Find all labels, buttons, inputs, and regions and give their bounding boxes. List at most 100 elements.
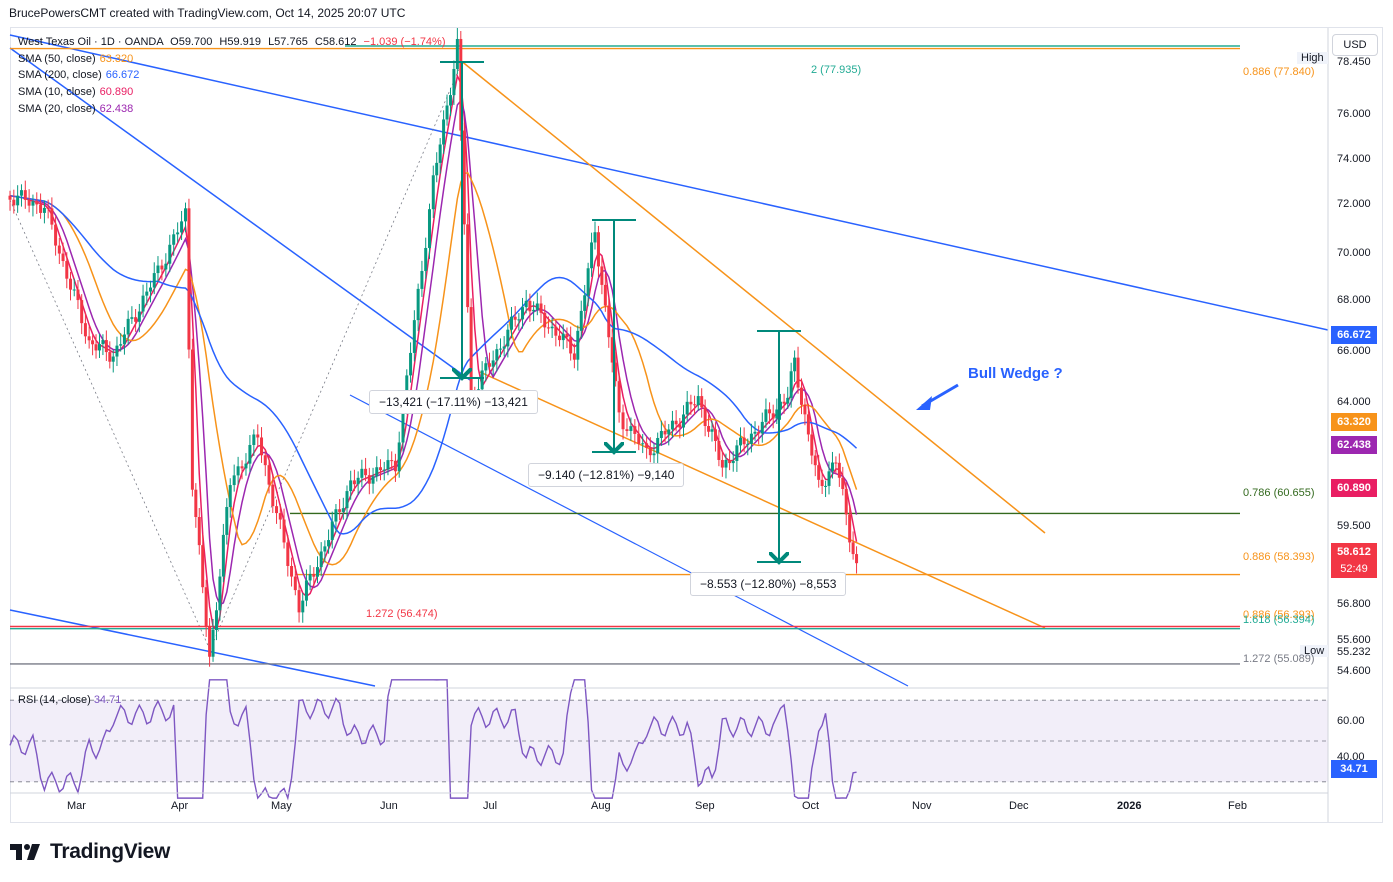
candle-body — [728, 459, 732, 464]
candle-body — [91, 340, 95, 345]
candle-body — [390, 460, 394, 462]
candle-body — [707, 426, 711, 432]
candle-body — [308, 573, 312, 581]
candle-body — [134, 317, 138, 322]
candle-body — [104, 340, 108, 353]
candle-body — [367, 475, 371, 484]
candle-body — [803, 404, 807, 415]
candle-body — [168, 244, 172, 264]
sma20-value: 62.438 — [99, 103, 134, 115]
sma10-legend[interactable]: SMA (10, close) 60.890 — [18, 84, 133, 100]
candle-body — [539, 303, 543, 313]
high-value: 78.450 — [1337, 56, 1371, 68]
candle-body — [455, 38, 459, 69]
candle-body — [145, 291, 149, 296]
candle-body — [528, 300, 532, 312]
countdown-tag: 52:49 — [1331, 560, 1377, 578]
candle-body — [97, 344, 101, 351]
candle-body — [23, 190, 27, 200]
sma50-label: SMA (50, close) — [18, 53, 96, 65]
candle-body — [793, 357, 797, 372]
candle-body — [122, 334, 126, 345]
candle-body — [338, 509, 342, 512]
candle-body — [108, 352, 112, 362]
sma50-price-tag: 63.320 — [1331, 413, 1377, 431]
candle-body — [149, 287, 153, 292]
sma20-label: SMA (20, close) — [18, 103, 96, 115]
x-tick-mar: Mar — [67, 800, 86, 812]
measure-label-2[interactable]: −9.140 (−12.81%) −9,140 — [528, 463, 685, 487]
candle-body — [431, 175, 435, 210]
candle-body — [445, 105, 449, 120]
candle-body — [397, 442, 401, 472]
x-tick-feb: Feb — [1228, 800, 1247, 812]
trendlines — [9, 34, 1329, 687]
candle-body — [764, 409, 768, 422]
x-tick-jun: Jun — [380, 800, 398, 812]
candle-body — [696, 396, 700, 406]
candle-body — [282, 519, 286, 543]
last-price-tag: 58.612 — [1331, 543, 1377, 561]
candle-body — [799, 387, 803, 405]
sma20-line — [9, 99, 858, 606]
candle-body — [510, 316, 514, 330]
price-tick: 56.800 — [1337, 598, 1371, 610]
sma20-legend[interactable]: SMA (20, close) 62.438 — [18, 101, 133, 117]
measure-label-1[interactable]: −13,421 (−17.11%) −13,421 — [369, 390, 538, 414]
candle-body — [364, 468, 368, 476]
candle-body — [46, 207, 50, 209]
candle-body — [491, 360, 495, 367]
candle-body — [746, 443, 750, 445]
candle-body — [50, 208, 54, 225]
candle-body — [35, 201, 39, 205]
candle-body — [621, 412, 625, 430]
candle-body — [420, 271, 424, 289]
candle-body — [297, 590, 301, 613]
candle-body — [379, 467, 383, 471]
candle-body — [435, 162, 439, 176]
candle-body — [720, 459, 724, 468]
candle-body — [565, 333, 569, 338]
candle-body — [54, 224, 58, 246]
candle-body — [334, 509, 338, 522]
candle-body — [72, 289, 76, 291]
tradingview-logo[interactable]: TradingView — [10, 840, 170, 864]
candle-body — [228, 485, 232, 507]
candle-body — [393, 460, 397, 472]
measure-label-3[interactable]: −8.553 (−12.80%) −8,553 — [690, 572, 847, 596]
candle-body — [278, 513, 282, 520]
candle-body — [682, 414, 686, 428]
candle-body — [42, 207, 46, 213]
candle-body — [330, 521, 334, 541]
sma200-label: SMA (200, close) — [18, 69, 102, 81]
candle-body — [670, 420, 674, 430]
x-tick-aug: Aug — [591, 800, 611, 812]
high-label: High — [1297, 52, 1328, 64]
candle-body — [412, 320, 416, 353]
candle-body — [685, 401, 689, 415]
candle-body — [341, 508, 345, 512]
candle-body — [371, 476, 375, 484]
candle-body — [824, 485, 828, 487]
candle-body — [521, 307, 525, 320]
rsi-legend[interactable]: RSI (14, close) 34.71 — [18, 694, 121, 706]
sma200-legend[interactable]: SMA (200, close) 66.672 — [18, 67, 139, 83]
candle-body — [827, 471, 831, 486]
candle-body — [469, 307, 473, 394]
ohlc-high: H59.919 — [219, 36, 261, 48]
candle-body — [323, 546, 327, 552]
candle-body — [689, 401, 693, 405]
chart-caption: BrucePowersCMT created with TradingView.… — [9, 6, 406, 20]
candle-body — [724, 459, 728, 468]
x-tick-nov: Nov — [912, 800, 932, 812]
candle-body — [290, 565, 294, 577]
sma50-legend[interactable]: SMA (50, close) 63.320 — [18, 51, 133, 67]
price-tick: 66.000 — [1337, 345, 1371, 357]
rsi-tick-40: 40.00 — [1337, 751, 1365, 763]
candle-body — [80, 300, 84, 324]
currency-button[interactable]: USD — [1332, 34, 1378, 56]
sma50-value: 63.320 — [99, 53, 134, 65]
sma200-price-tag: 66.672 — [1331, 326, 1377, 344]
candle-body — [742, 437, 746, 445]
